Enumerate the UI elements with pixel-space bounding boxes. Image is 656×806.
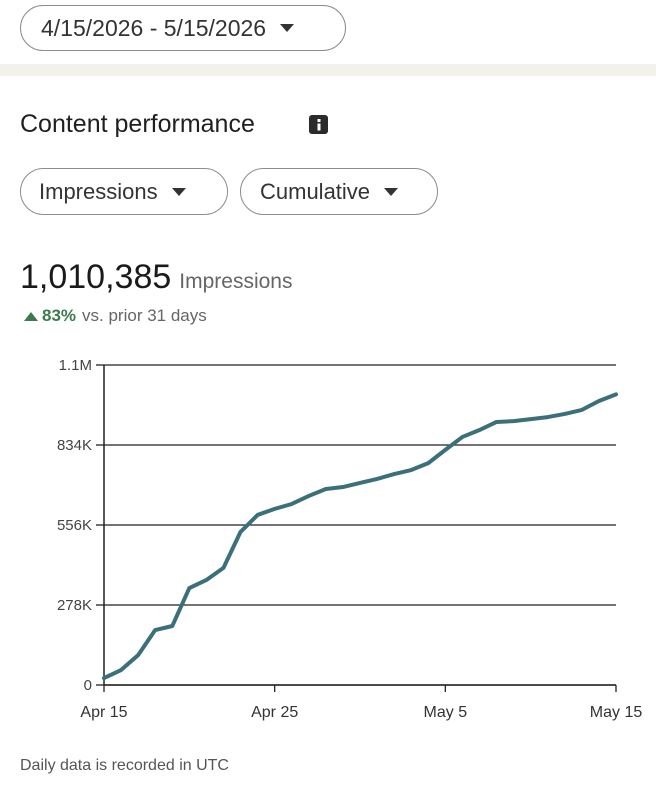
caret xyxy=(384,187,399,196)
x-tick-label: May 5 xyxy=(424,704,468,721)
y-tick-label: 0 xyxy=(84,677,92,694)
x-tick-label: Apr 15 xyxy=(80,704,127,721)
date-range: 4/15/2026 - 5/15/2026 xyxy=(41,14,267,41)
up-arrow xyxy=(24,311,38,321)
y-tick-label: 556K xyxy=(57,517,92,534)
info-icon[interactable] xyxy=(309,115,329,135)
info-dot xyxy=(317,119,321,122)
section-title: Content performance xyxy=(20,110,255,138)
caret xyxy=(280,24,295,32)
filter-label: Impressions xyxy=(39,178,158,204)
line xyxy=(102,392,618,681)
change-row: 83% vs. prior 31 days xyxy=(24,306,207,326)
filter-label: Cumulative xyxy=(260,178,371,204)
footnote: Daily data is recorded in UTC xyxy=(20,757,229,774)
metric-filter[interactable]: Impressions xyxy=(20,168,228,215)
total: 1,010,385 xyxy=(20,258,172,296)
y-tick-label: 278K xyxy=(57,597,92,614)
comparison: vs. prior 31 days xyxy=(82,306,207,325)
y-tick-label: 1.1M xyxy=(59,357,92,374)
change: 83% xyxy=(42,306,77,325)
summary: 1,010,385 Impressions xyxy=(20,258,292,297)
x-tick-label: May 15 xyxy=(590,704,643,721)
caret xyxy=(171,187,186,196)
date-range-picker[interactable]: 4/15/2026 - 5/15/2026 xyxy=(20,5,346,51)
divider xyxy=(0,64,656,76)
x-tick-label: Apr 25 xyxy=(251,704,298,721)
mode-filter[interactable]: Cumulative xyxy=(240,168,438,215)
chart: 0 278K 556K 834K 1.1M Apr 15 Apr 25 May 5 May 15 xyxy=(57,357,643,721)
info-stem xyxy=(317,123,321,131)
unit: Impressions xyxy=(179,270,293,293)
y-tick-label: 834K xyxy=(57,437,92,454)
